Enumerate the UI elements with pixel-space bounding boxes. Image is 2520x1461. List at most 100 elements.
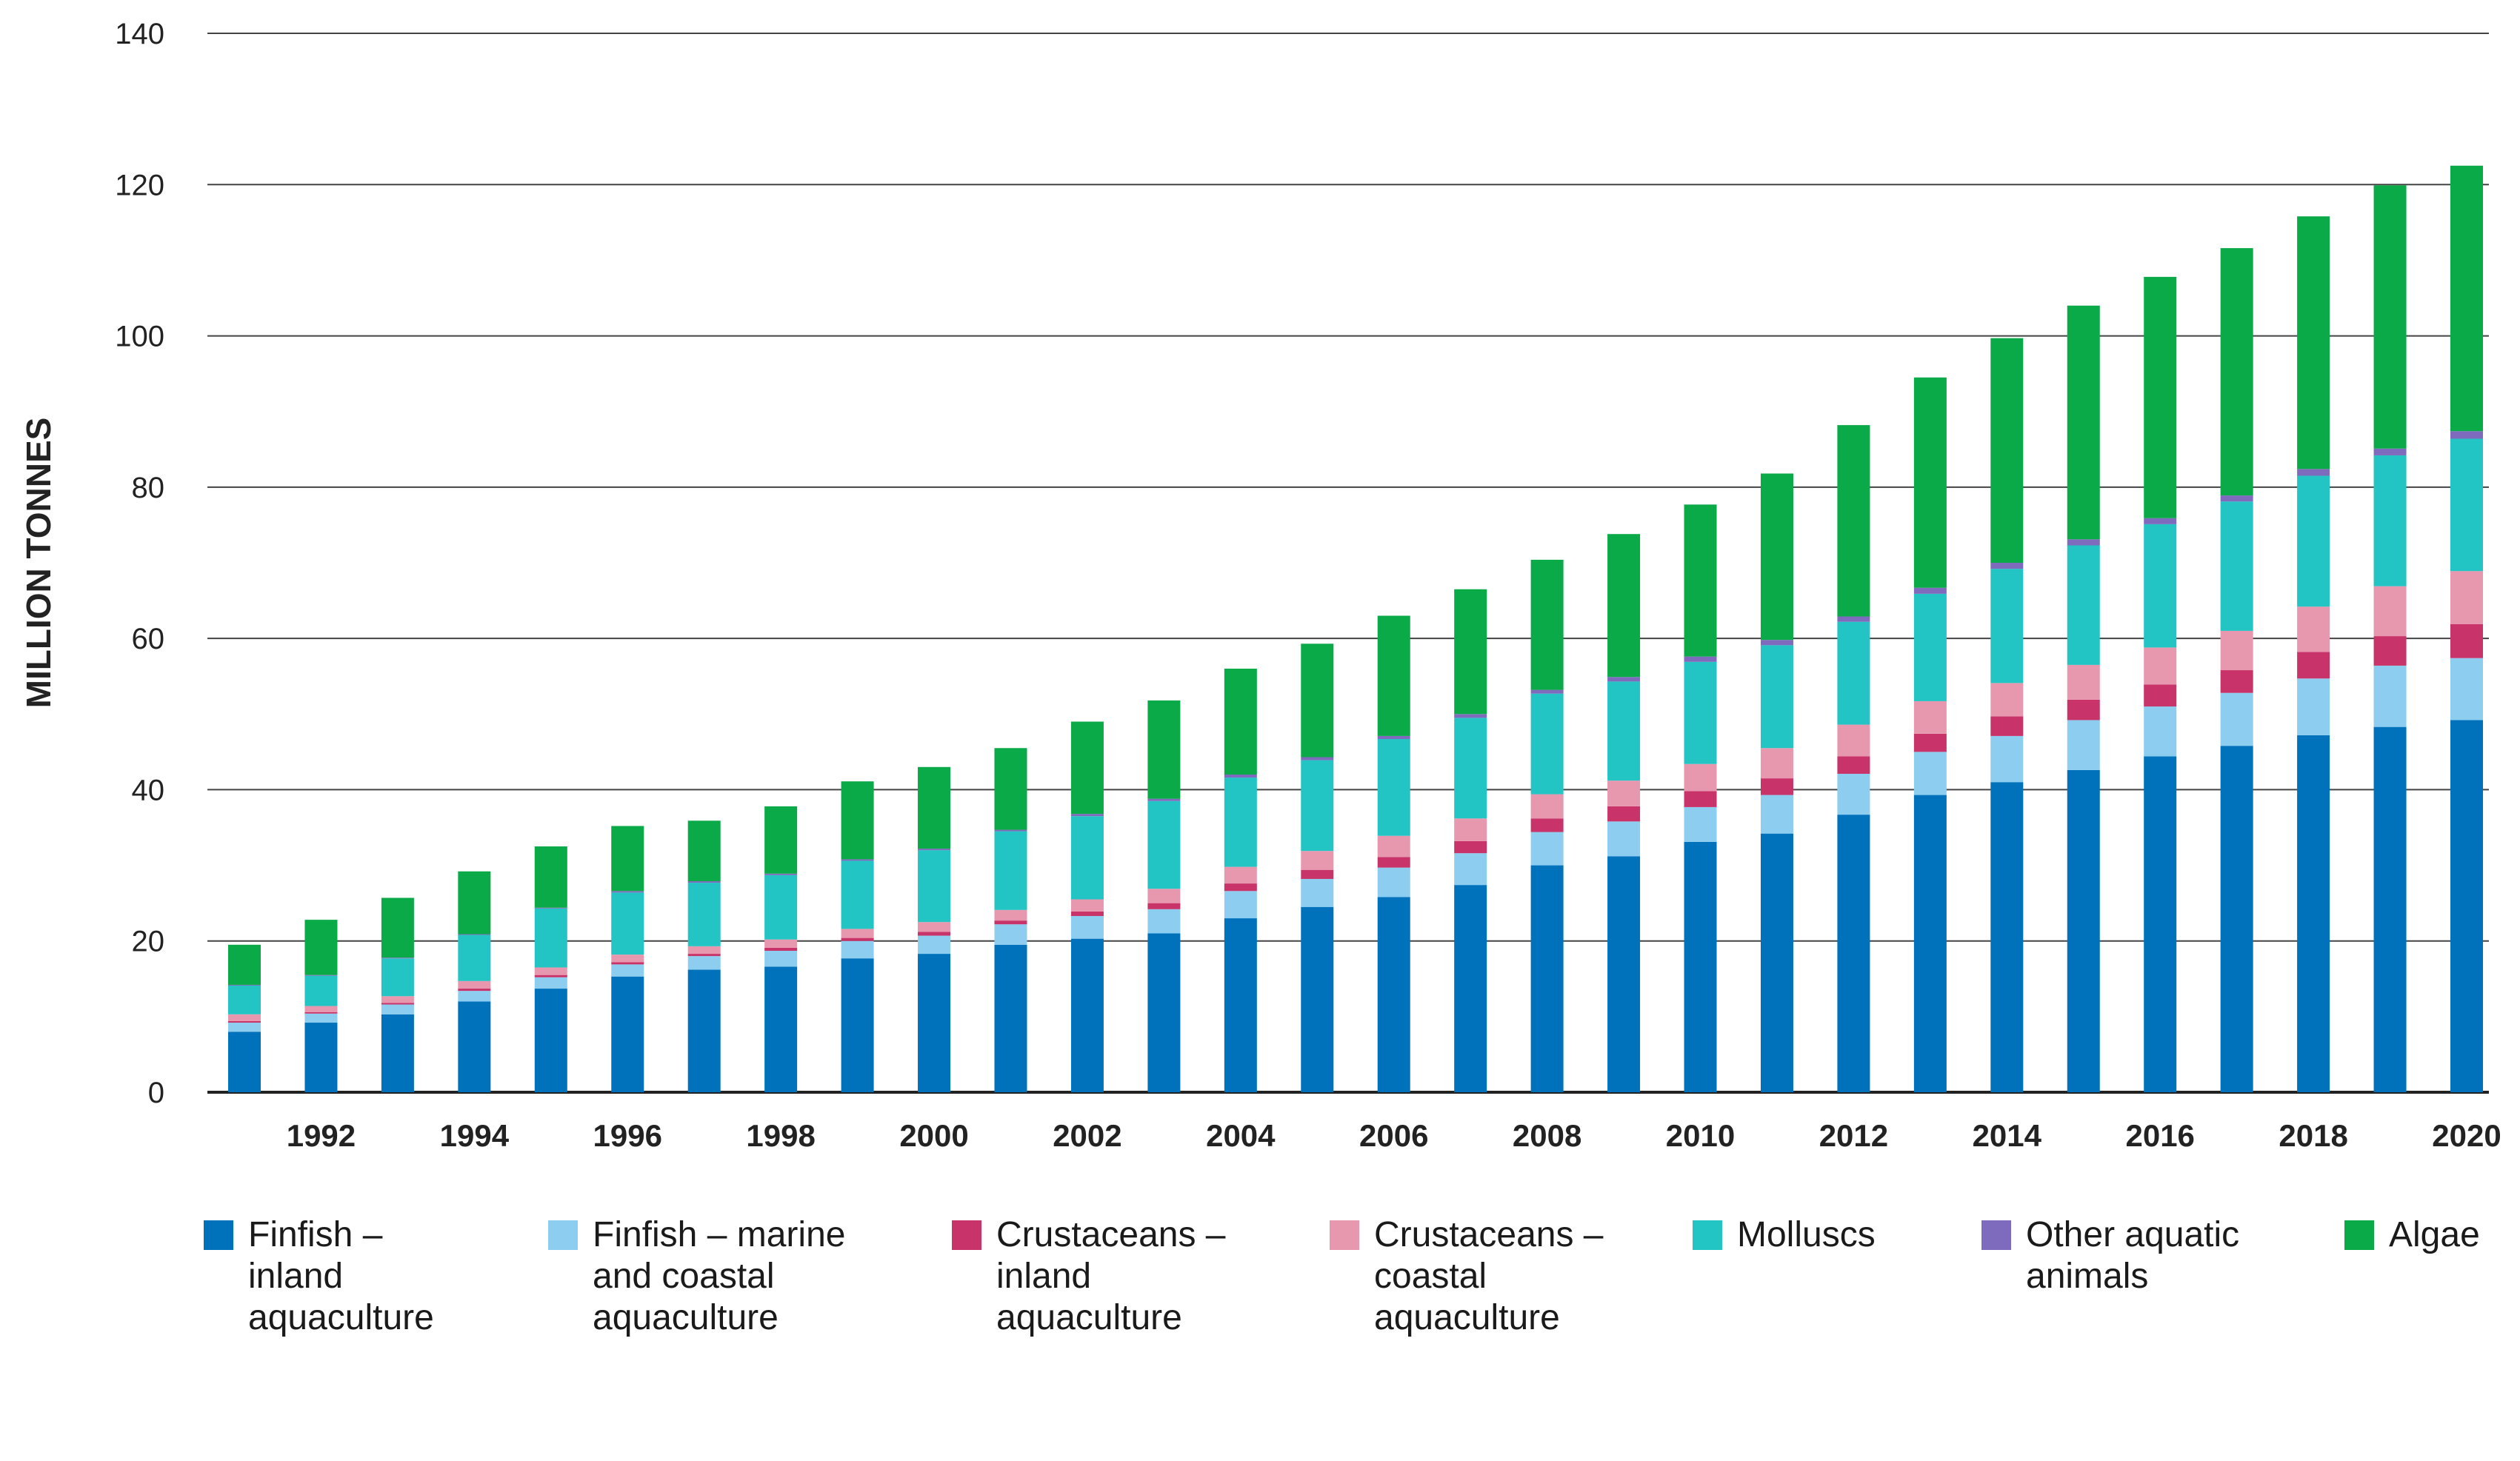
bar-stack [1070, 721, 1104, 1092]
bar-segment [381, 1014, 414, 1092]
bar-stack [1454, 589, 1487, 1092]
y-tick-label: 120 [115, 169, 164, 201]
bar-segment [1913, 593, 1947, 701]
bar-segment [611, 962, 644, 965]
bar-segment [687, 969, 721, 1092]
bar-segment [1913, 377, 1947, 588]
bar-segment [1684, 656, 1717, 662]
bar-segment [2067, 720, 2100, 770]
bar-segment [1530, 794, 1564, 819]
bar-segment [228, 944, 261, 985]
bar-segment [1760, 473, 1793, 641]
bar-segment [1224, 866, 1257, 884]
legend-label: Molluscs [1737, 1215, 1876, 1254]
legend-item: Crustaceans – inland aquaculture [952, 1214, 1226, 1339]
bar-segment [1301, 878, 1334, 907]
bar-segment [1990, 338, 2024, 563]
bar-segment [764, 947, 798, 951]
bar-segment [841, 940, 874, 959]
bar-segment [534, 974, 567, 977]
bar-segment [764, 873, 798, 875]
y-tick-label: 60 [132, 623, 165, 655]
bar-stack [1147, 700, 1181, 1092]
bar-segment [458, 991, 491, 1002]
bar-segment [1454, 589, 1487, 715]
bar-segment [534, 989, 567, 1092]
bar-stack [1837, 425, 1870, 1092]
bar-segment [1070, 911, 1104, 917]
bar-segment [1530, 818, 1564, 832]
bar-segment [1377, 735, 1410, 739]
bar-segment [1760, 795, 1793, 834]
bar-segment [2144, 524, 2177, 648]
bar-segment [1837, 616, 1870, 622]
bar-segment [1377, 615, 1410, 736]
bar-segment [1147, 700, 1181, 799]
bar-segment [458, 935, 491, 981]
bar-segment [2067, 699, 2100, 721]
bar-segment [994, 748, 1027, 830]
bar-stack [228, 944, 261, 1092]
legend-swatch [1981, 1220, 2011, 1250]
bar-segment [2297, 735, 2330, 1092]
bar-segment [1301, 760, 1334, 852]
bar-segment [1684, 791, 1717, 807]
bar-segment [2450, 431, 2483, 439]
legend-label: Crustaceans – coastal aquaculture [1374, 1215, 1604, 1337]
bar-segment [841, 781, 874, 860]
bar-stack [994, 748, 1027, 1092]
bar-segment [2373, 455, 2407, 586]
y-tick-label: 20 [132, 926, 165, 958]
legend: Finfish – inland aquaculture Finfish – ma… [0, 1214, 2520, 1437]
legend-swatch [2344, 1220, 2374, 1250]
bar-segment [1301, 869, 1334, 879]
x-tick-label: 1994 [440, 1118, 510, 1153]
bar-stack [458, 871, 491, 1092]
bar-segment [2067, 664, 2100, 700]
x-tick-label: 2020 [2432, 1118, 2501, 1153]
legend-item: Molluscs [1693, 1214, 1876, 1256]
bar-segment [1070, 816, 1104, 900]
bar-segment [687, 956, 721, 970]
bar-segment [1070, 938, 1104, 1092]
y-tick-label: 80 [132, 472, 165, 504]
bar-segment [611, 976, 644, 1092]
bar-segment [611, 964, 644, 977]
bar-segment [1990, 716, 2024, 736]
bar-segment [1377, 897, 1410, 1092]
bar-segment [918, 922, 951, 932]
bar-segment [2297, 475, 2330, 607]
bar-segment [918, 850, 951, 923]
bar-stack [1760, 473, 1793, 1092]
bar-segment [841, 958, 874, 1092]
bar-segment [534, 846, 567, 908]
legend-swatch [952, 1220, 981, 1250]
bar-segment [228, 984, 261, 986]
x-tick-label: 1998 [746, 1118, 815, 1153]
bar-segment [1147, 933, 1181, 1092]
bar-segment [2144, 518, 2177, 524]
bar-segment [918, 849, 951, 851]
bar-segment [1990, 563, 2024, 569]
bar-segment [1913, 752, 1947, 795]
bar-segment [228, 1014, 261, 1021]
x-tick-label: 2004 [1206, 1118, 1276, 1153]
bar-stack [1301, 643, 1334, 1092]
bar-segment [1377, 857, 1410, 868]
bar-segment [2373, 726, 2407, 1092]
bar-segment [458, 871, 491, 935]
bar-segment [534, 907, 567, 909]
bar-segment [381, 996, 414, 1003]
bar-segment [534, 908, 567, 968]
legend-item: Algae [2344, 1214, 2480, 1256]
bar-segment [611, 955, 644, 963]
bar-segment [1454, 853, 1487, 886]
bar-stack [2450, 165, 2483, 1092]
bar-segment [2450, 623, 2483, 658]
bar-segment [764, 875, 798, 940]
bar-stack [304, 920, 338, 1092]
x-tick-label: 2006 [1359, 1118, 1428, 1153]
bar-segment [1224, 778, 1257, 867]
bar-segment [2297, 678, 2330, 735]
legend-label: Algae [2389, 1215, 2480, 1254]
